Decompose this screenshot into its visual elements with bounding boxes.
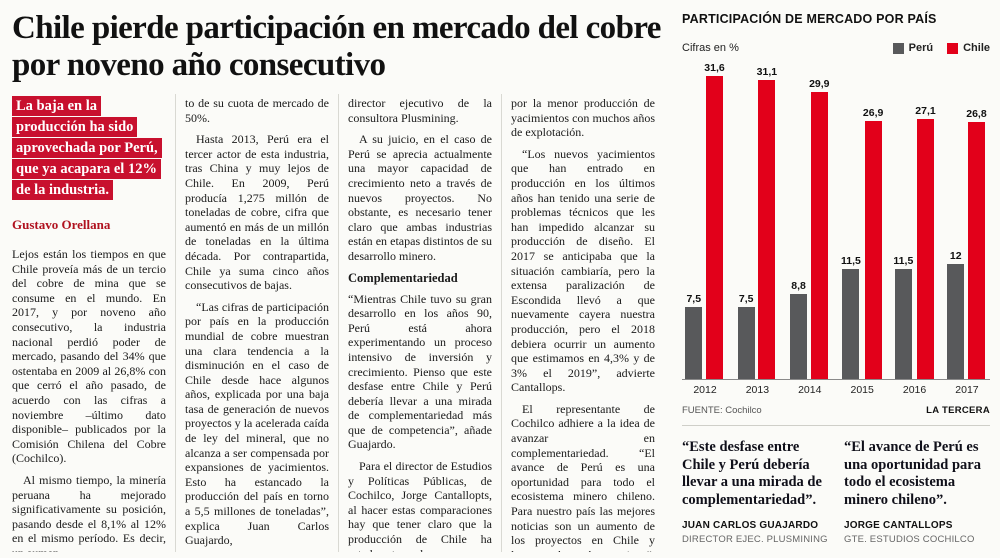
article-columns: La baja en la producción ha sido aprovec… [12,94,664,552]
chart-credit: LA TERCERA [926,405,990,416]
bar-value-label: 11,5 [893,254,914,267]
bar-value-label: 31,1 [756,66,778,79]
bar-group: 12 26,8 [947,62,987,379]
article-subhead: Complementariedad [348,270,458,285]
bar-perú [737,306,755,379]
article-paragraph: to de su cuota de mercado de 50%. [185,96,329,125]
bar-chile [758,80,776,379]
article-paragraph: “Mientras Chile tuvo su gran desarrollo … [348,291,492,452]
quote-author-name: JUAN CARLOS GUAJARDO [682,520,819,531]
bar-perú [894,268,912,379]
quote-author-role: DIRECTOR EJEC. PLUSMINING [682,534,828,545]
pull-quote-2: “El avance de Perú es una oportunidad pa… [844,439,990,552]
bar-value-label: 12 [949,249,962,262]
bar-value-label: 31,6 [704,62,725,74]
bar-value-label: 7,5 [738,292,754,305]
chart-x-axis: 2012 2013 2014 2015 2016 2017 [682,380,990,396]
legend-label: Perú [908,42,934,54]
quote-author-role: GTE. ESTUDIOS COCHILCO [844,534,975,545]
chart-legend: Perú Chile [892,42,990,54]
bar-wrap: 26,9 [863,62,883,379]
article-column-2: to de su cuota de mercado de 50%. Hasta 2… [175,94,338,552]
x-axis-tick-label: 2015 [850,384,874,396]
bar-chile [864,120,882,379]
article-lead-text: La baja en la producción ha sido aprovec… [12,96,162,200]
bar-wrap: 7,5 [685,62,703,379]
bar-wrap: 8,8 [790,62,808,379]
pull-quotes: “Este desfase entre Chile y Perú debería… [682,425,990,552]
bar-perú [790,294,808,379]
legend-item: Perú [892,42,934,54]
bar-wrap: 26,8 [966,62,987,379]
article-paragraph: Al mismo tiempo, la minería peruana ha m… [12,472,166,552]
chart-title: PARTICIPACIÓN DE MERCADO POR PAÍS [682,12,937,26]
bar-chile [810,91,828,379]
bar-value-label: 29,9 [809,77,830,90]
legend-item: Chile [947,42,990,54]
chart-subtitle: Cifras en % [682,42,739,54]
quote-text: “El avance de Perú es una oportunidad pa… [844,439,981,508]
article-lead: La baja en la producción ha sido aprovec… [12,96,166,201]
bar-value-label: 26,8 [966,107,987,120]
bar-value-label: 8,8 [791,280,806,293]
bar-group: 11,5 27,1 [893,62,936,379]
bar-wrap: 7,5 [737,62,755,379]
x-axis-tick-label: 2013 [745,384,770,396]
x-axis-tick-label: 2016 [902,384,927,396]
quote-author-name: JORGE CANTALLOPS [844,520,953,531]
bar-wrap: 11,5 [893,62,913,379]
article-paragraph: “Los nuevos yacimientos que han entrado … [511,146,655,395]
article-headline: Chile pierde participación en mercado de… [12,10,661,83]
article-byline: Gustavo Orellana [12,217,111,232]
bar-perú [842,268,860,379]
article-paragraph: A su juicio, en el caso de Perú se aprec… [348,132,492,263]
bar-perú [947,263,965,379]
article-column-1: La baja en la producción ha sido aprovec… [12,94,175,552]
x-axis-tick-label: 2014 [798,384,822,396]
bar-chile [706,76,723,379]
legend-swatch [892,42,904,54]
bar-value-label: 7,5 [686,292,702,305]
article-column-4: por la menor producción de yacimientos c… [501,94,664,552]
bar-chart-plot: 7,5 31,6 7,5 31,1 8,8 29,9 11,5 26,9 11,5 27,1 12 2… [682,62,990,380]
bar-value-label: 26,9 [862,106,884,119]
article-column-3: director ejecutivo de la consultora Plus… [338,94,501,552]
bar-wrap: 31,6 [704,62,725,379]
bar-value-label: 11,5 [841,254,861,267]
chart-meta: Cifras en % Perú Chile [682,42,990,54]
column-body-1: Lejos están los tiempos en que Chile pro… [12,247,166,552]
bar-wrap: 12 [947,62,965,379]
article-paragraph: “Las cifras de participación por país en… [185,299,329,548]
bar-wrap: 27,1 [915,62,936,379]
bar-wrap: 31,1 [757,62,777,379]
bar-group: 11,5 26,9 [841,62,883,379]
bar-chile [917,118,934,379]
x-axis-tick-label: 2012 [693,384,717,396]
article-paragraph: por la menor producción de yacimientos c… [511,96,655,140]
legend-label: Chile [963,42,990,54]
article-paragraph: Lejos están los tiempos en que Chile pro… [12,247,166,466]
article: Chile pierde participación en mercado de… [12,10,664,552]
bar-perú [685,306,703,379]
bar-wrap: 11,5 [841,62,861,379]
pull-quote-1: “Este desfase entre Chile y Perú debería… [682,439,828,552]
chart-source: FUENTE: Cochilco [682,405,762,416]
quote-text: “Este desfase entre Chile y Perú debería… [682,439,822,508]
article-paragraph: Para el director de Estudios y Políticas… [348,459,492,552]
bar-chile [967,121,985,379]
bar-group: 8,8 29,9 [790,62,830,379]
chart-source-row: FUENTE: Cochilco LA TERCERA [682,405,990,416]
bar-wrap: 29,9 [809,62,830,379]
bar-group: 7,5 31,1 [737,62,777,379]
article-paragraph: El representante de Cochilco adhiere a l… [511,401,655,552]
bar-value-label: 27,1 [915,104,936,117]
bar-group: 7,5 31,6 [685,62,725,379]
chart-panel: PARTICIPACIÓN DE MERCADO POR PAÍS Cifras… [682,10,990,552]
legend-swatch [947,42,959,54]
x-axis-tick-label: 2017 [955,384,979,396]
article-paragraph: director ejecutivo de la consultora Plus… [348,96,492,125]
article-paragraph: Hasta 2013, Perú era el tercer actor de … [185,132,329,293]
